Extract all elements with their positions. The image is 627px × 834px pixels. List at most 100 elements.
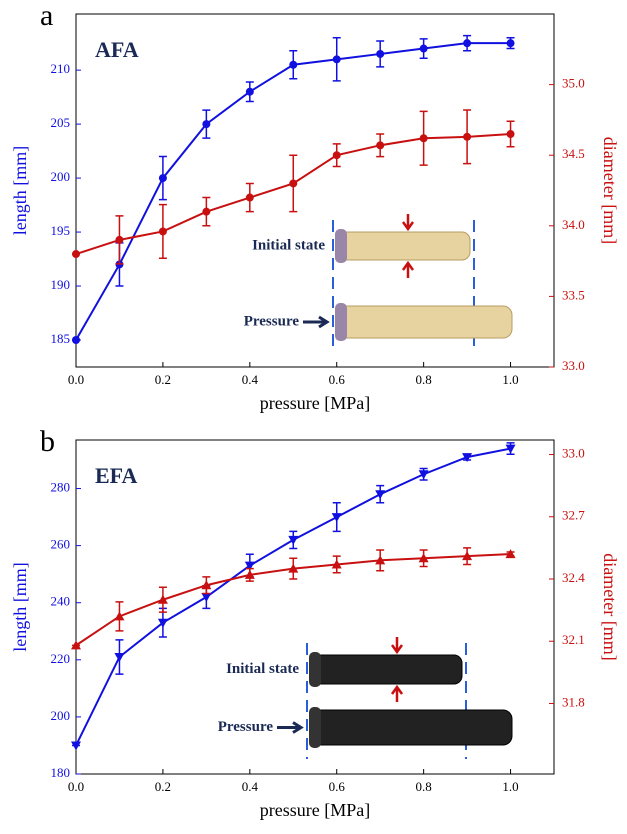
marker	[201, 580, 212, 590]
y-tick-label: 210	[51, 61, 71, 76]
marker	[157, 618, 168, 628]
x-tick-label: 0.8	[416, 372, 432, 387]
marker	[463, 39, 472, 48]
marker	[202, 207, 211, 216]
marker	[331, 513, 342, 523]
y-tick-label: 240	[51, 594, 71, 609]
marker	[202, 120, 211, 129]
actuator-initial	[310, 654, 463, 685]
marker	[375, 555, 386, 565]
marker	[332, 151, 341, 160]
arrow	[390, 637, 404, 655]
actuator-cap	[309, 707, 321, 748]
marker	[505, 444, 516, 454]
y-tick-label: 260	[51, 537, 71, 552]
y2-tick-label: 32.4	[562, 570, 585, 585]
x-tick-label: 0.4	[242, 779, 259, 794]
marker	[114, 652, 125, 662]
marker	[288, 535, 299, 545]
marker	[114, 611, 125, 621]
marker	[72, 250, 80, 259]
marker	[463, 132, 472, 141]
panel-title: EFA	[95, 463, 137, 488]
x-tick-label: 1.0	[502, 372, 518, 387]
y-tick-label: 195	[51, 223, 71, 238]
arrow	[401, 214, 415, 232]
marker	[115, 235, 124, 244]
arrow	[277, 721, 304, 734]
y2-tick-label: 31.8	[562, 694, 585, 709]
marker	[462, 453, 473, 463]
x-axis-label: pressure [MPa]	[260, 800, 370, 820]
marker	[245, 87, 254, 96]
marker	[506, 39, 515, 48]
y-tick-label: 205	[51, 115, 71, 130]
plot-frame	[75, 13, 555, 368]
marker	[158, 227, 167, 236]
marker	[506, 130, 515, 139]
panel-title: AFA	[95, 37, 139, 62]
actuator-cap	[335, 229, 347, 263]
y-tick-label: 200	[51, 708, 71, 723]
marker	[331, 559, 342, 569]
x-tick-label: 0.6	[329, 372, 346, 387]
marker	[462, 551, 473, 561]
x-axis-label: pressure [MPa]	[260, 393, 370, 413]
panel-label: a	[40, 0, 53, 32]
y-tick-label: 190	[51, 277, 71, 292]
series-line	[75, 447, 511, 746]
marker	[332, 55, 341, 64]
actuator-pressure	[310, 709, 513, 746]
marker	[245, 193, 254, 202]
arrow	[303, 315, 330, 329]
marker	[289, 60, 298, 69]
actuator-pressure	[336, 305, 513, 339]
y-axis-label: length [mm]	[10, 562, 30, 651]
inset-label: Pressure	[244, 313, 300, 329]
y-tick-label: 280	[51, 480, 71, 495]
inset-label: Initial state	[226, 661, 299, 677]
y2-axis-label: diameter [mm]	[600, 553, 620, 660]
inset-label: Pressure	[218, 719, 274, 735]
y-tick-label: 185	[51, 331, 71, 346]
y2-tick-label: 34.0	[562, 217, 585, 232]
plot-frame	[75, 439, 555, 775]
x-tick-label: 0.8	[416, 779, 432, 794]
y-tick-label: 220	[51, 651, 71, 666]
x-tick-label: 0.0	[68, 779, 84, 794]
marker	[71, 640, 81, 650]
y2-tick-label: 32.1	[562, 632, 585, 647]
marker	[71, 741, 81, 751]
marker	[289, 179, 298, 188]
inset-label: Initial state	[252, 237, 325, 253]
y2-tick-label: 33.0	[562, 358, 585, 373]
marker	[72, 336, 80, 345]
x-tick-label: 0.2	[155, 372, 171, 387]
y-tick-label: 200	[51, 169, 71, 184]
x-tick-label: 1.0	[502, 779, 518, 794]
y2-tick-label: 34.5	[562, 146, 585, 161]
marker	[244, 569, 255, 579]
marker	[157, 594, 168, 604]
marker	[419, 134, 428, 143]
marker	[288, 563, 299, 573]
panel-label: b	[40, 425, 55, 458]
x-tick-label: 0.0	[68, 372, 84, 387]
arrow	[401, 260, 415, 278]
marker	[419, 44, 428, 53]
marker	[158, 174, 167, 183]
y2-axis-label: diameter [mm]	[600, 137, 620, 244]
marker	[418, 470, 429, 480]
y2-tick-label: 33.0	[562, 446, 585, 461]
marker	[244, 561, 255, 571]
x-tick-label: 0.4	[242, 372, 259, 387]
y2-tick-label: 33.5	[562, 287, 585, 302]
marker	[418, 553, 429, 563]
y-axis-label: length [mm]	[10, 146, 30, 235]
arrow	[390, 684, 404, 702]
marker	[201, 593, 212, 603]
actuator-cap	[309, 652, 321, 687]
actuator-cap	[335, 303, 347, 341]
marker	[376, 49, 385, 58]
